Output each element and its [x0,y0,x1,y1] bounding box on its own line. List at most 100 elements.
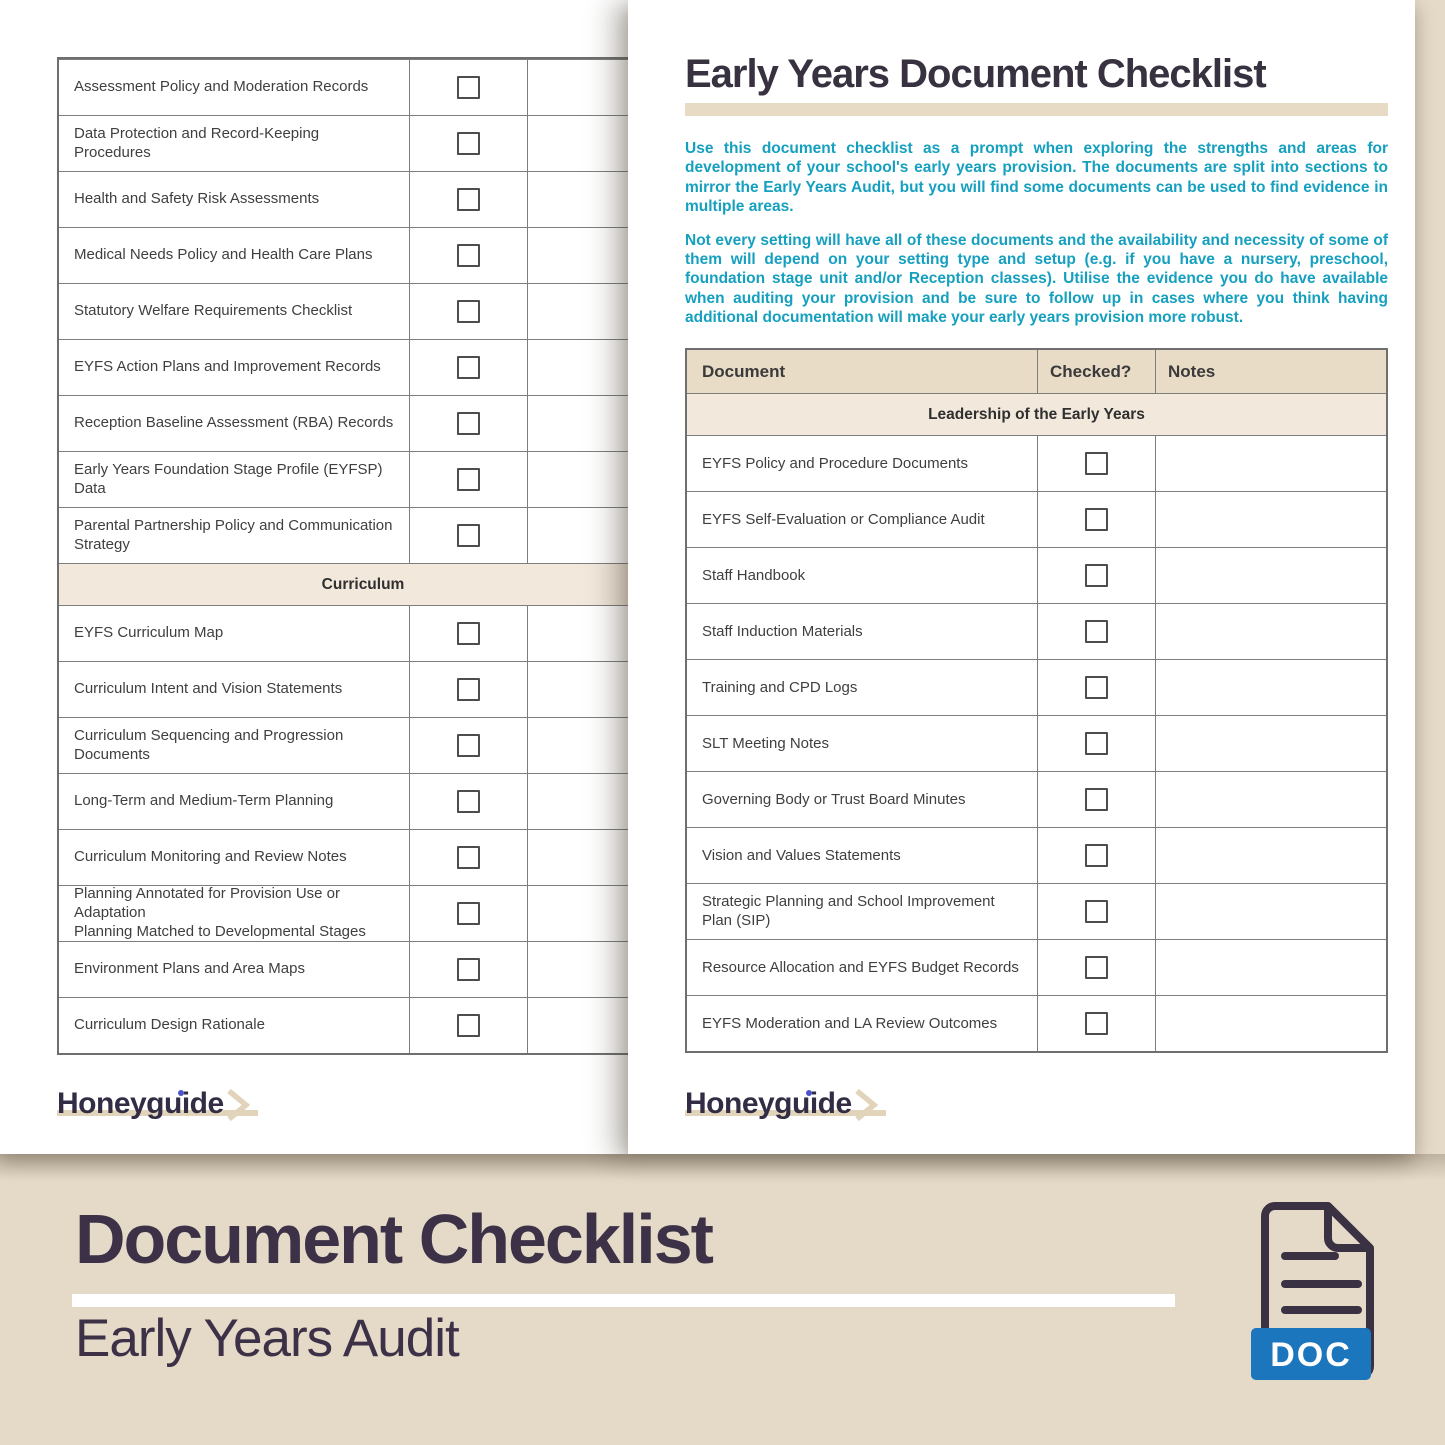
logo-arrow-icon [854,1088,878,1122]
banner-subtitle: Early Years Audit [75,1309,460,1368]
row-label: Early Years Foundation Stage Profile (EY… [59,452,410,507]
table-row: EYFS Moderation and LA Review Outcomes [687,995,1386,1052]
checkbox[interactable] [457,76,480,99]
checkbox[interactable] [457,902,480,925]
checkbox[interactable] [457,132,480,155]
checkbox[interactable] [1085,1012,1108,1036]
notes-cell[interactable] [528,606,628,661]
notes-cell[interactable] [1156,660,1386,715]
checked-cell [1038,884,1156,940]
checkbox[interactable] [457,846,480,869]
notes-cell[interactable] [1156,828,1386,883]
checked-cell [410,116,528,171]
checked-cell [1038,828,1156,884]
doc-file-icon: DOC [1251,1202,1374,1380]
row-label: Leadership of the Early Years [928,406,1145,424]
notes-cell[interactable] [528,886,628,941]
table-row: Environment Plans and Area Maps [59,941,628,997]
honeyguide-logo: Honeyguide [57,1082,258,1126]
notes-cell[interactable] [528,116,628,171]
checkbox[interactable] [457,356,480,379]
notes-cell[interactable] [528,452,628,507]
checkbox[interactable] [457,412,480,435]
checkbox[interactable] [457,734,480,757]
row-label: EYFS Curriculum Map [59,606,410,661]
checkbox[interactable] [457,790,480,813]
row-label: Long-Term and Medium-Term Planning [59,774,410,829]
notes-cell[interactable] [528,830,628,885]
table-row: Staff Handbook [687,547,1386,604]
checked-cell [410,340,528,395]
notes-cell[interactable] [528,662,628,717]
notes-cell[interactable] [528,774,628,829]
table-row: Curriculum Monitoring and Review Notes [59,829,628,885]
checked-cell [1038,492,1156,548]
checkbox[interactable] [457,958,480,981]
table-body: Leadership of the Early Years EYFS Polic… [687,393,1386,1052]
checkbox[interactable] [1085,788,1108,812]
checked-cell [410,942,528,997]
checkbox[interactable] [1085,900,1108,924]
notes-cell[interactable] [1156,940,1386,995]
row-label: Staff Induction Materials [687,604,1038,660]
doc-badge [1251,1328,1371,1380]
right-checklist-table: Document Checked? Notes Leadership of th… [685,348,1388,1054]
checked-cell [410,508,528,563]
banner-divider-bar [72,1294,1175,1307]
notes-cell[interactable] [1156,996,1386,1051]
checkbox[interactable] [457,678,480,701]
checkbox[interactable] [457,1014,480,1037]
checkbox[interactable] [1085,676,1108,700]
notes-cell[interactable] [1156,548,1386,603]
notes-cell[interactable] [528,60,628,115]
row-label: Curriculum Intent and Vision Statements [59,662,410,717]
table-row: Training and CPD Logs [687,659,1386,716]
notes-cell[interactable] [528,172,628,227]
checkbox[interactable] [1085,956,1108,980]
notes-cell[interactable] [1156,604,1386,659]
checkbox[interactable] [457,244,480,267]
row-label: EYFS Self-Evaluation or Compliance Audit [687,492,1038,548]
table-row: Statutory Welfare Requirements Checklist [59,283,628,339]
notes-cell[interactable] [528,508,628,563]
checkbox[interactable] [1085,620,1108,644]
checkbox[interactable] [1085,452,1108,476]
notes-cell[interactable] [1156,772,1386,827]
notes-cell[interactable] [528,396,628,451]
notes-cell[interactable] [528,340,628,395]
notes-cell[interactable] [1156,884,1386,939]
intro-paragraph: Not every setting will have all of these… [685,231,1388,327]
header-document: Document [687,350,1038,394]
notes-cell[interactable] [528,284,628,339]
row-label: Vision and Values Statements [687,828,1038,884]
checked-cell [410,60,528,115]
table-row: Curriculum Sequencing and Progression Do… [59,717,628,773]
checked-cell [410,998,528,1053]
checkbox[interactable] [1085,844,1108,868]
checkbox[interactable] [457,188,480,211]
logo-arrow-icon [226,1088,250,1122]
logo-i-dot [806,1090,812,1096]
notes-cell[interactable] [1156,436,1386,491]
checkbox[interactable] [1085,508,1108,532]
notes-cell[interactable] [528,942,628,997]
notes-cell[interactable] [528,228,628,283]
checkbox[interactable] [1085,732,1108,756]
notes-cell[interactable] [1156,492,1386,547]
table-row: Curriculum [59,563,628,605]
row-label: Medical Needs Policy and Health Care Pla… [59,228,410,283]
row-label: Data Protection and Record-Keeping Proce… [59,116,410,171]
notes-cell[interactable] [1156,716,1386,771]
row-label: Planning Annotated for Provision Use or … [59,885,410,941]
checkbox[interactable] [1085,564,1108,588]
table-row: Resource Allocation and EYFS Budget Reco… [687,939,1386,996]
checkbox[interactable] [457,300,480,323]
checkbox[interactable] [457,468,480,491]
checkbox[interactable] [457,622,480,645]
notes-cell[interactable] [528,718,628,773]
checkbox[interactable] [457,524,480,547]
notes-cell[interactable] [528,998,628,1053]
row-label: Staff Handbook [687,548,1038,604]
row-label: Assessment Policy and Moderation Records [59,60,410,115]
